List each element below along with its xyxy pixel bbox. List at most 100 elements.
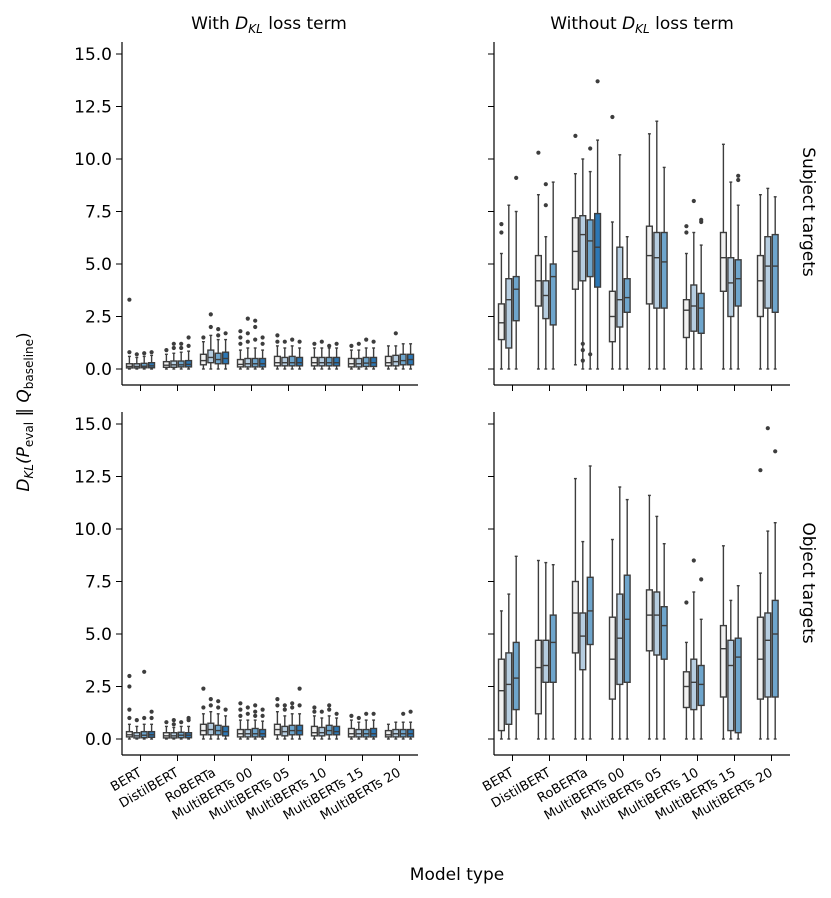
outlier-point [253,703,257,707]
box-7-2 [728,182,734,369]
box-body [499,659,505,730]
outlier-point [349,714,353,718]
box-3-3 [215,699,221,739]
box-3-4 [595,79,601,369]
outlier-point [588,352,592,356]
column-title-with-kl-suffix: loss term [263,14,347,34]
box-body [371,357,377,366]
panel-2 [488,42,790,391]
box-3-3 [587,466,593,739]
outlier-point [357,342,361,346]
outlier-point [335,342,339,346]
outlier-point [357,716,361,720]
box-6-1 [684,600,690,739]
y-tick-label: 10.0 [74,520,112,540]
box-body [201,724,207,735]
outlier-point [327,708,331,712]
box-body [647,590,653,651]
box-4-2 [245,705,251,739]
box-body [691,659,697,709]
box-2-3 [178,342,184,369]
box-body [758,617,764,699]
outlier-point [172,342,176,346]
outlier-point [253,338,257,342]
outlier-point [150,716,154,720]
outlier-point [499,222,503,226]
box-6-3 [698,577,704,739]
outlier-point [209,697,213,701]
y-tick-label: 7.5 [85,573,112,593]
row-title-object: Object targets [798,522,818,643]
box-1-2 [506,205,512,369]
box-5-1 [647,134,653,369]
outlier-point [298,703,302,707]
y-tick-label: 10.0 [74,150,112,170]
outlier-point [201,335,205,339]
box-body [238,360,244,367]
box-1-2 [134,718,140,739]
box-2-4 [186,716,192,739]
outlier-point [699,218,703,222]
outlier-point [216,699,220,703]
outlier-point [127,674,131,678]
outlier-point [172,718,176,722]
y-tick-label: 5.0 [85,255,112,275]
box-body [698,666,704,706]
box-5-2 [282,703,288,739]
box-5-3 [289,701,295,739]
box-body [282,357,288,365]
box-1-3 [513,176,519,369]
outlier-point [312,705,316,709]
outlier-point [394,331,398,335]
outlier-point [253,325,257,329]
outlier-point [187,335,191,339]
box-8-1 [386,346,392,369]
outlier-point [238,342,242,346]
outlier-point [179,346,183,350]
outlier-point [127,708,131,712]
box-6-3 [326,703,332,739]
box-4-1 [238,329,244,369]
outlier-point [588,146,592,150]
outlier-point [312,342,316,346]
box-1-3 [141,351,147,369]
y-tick-label: 2.5 [85,678,112,698]
y-tick-label: 0.0 [85,730,112,750]
box-2-2 [543,563,549,739]
box-body [580,613,586,670]
outlier-point [736,178,740,182]
outlier-point [261,714,265,718]
outlier-point [514,176,518,180]
box-2-3 [178,720,184,739]
panel-3: 0.02.55.07.510.012.515.0BERTDistilBERTRo… [74,412,418,824]
box-2-2 [171,718,177,739]
outlier-point [684,230,688,234]
box-5-4 [297,340,303,369]
box-4-3 [624,500,630,739]
box-7-2 [356,342,362,369]
box-4-3 [624,237,630,369]
outlier-point [320,710,324,714]
box-body [721,626,727,697]
box-2-3 [550,565,556,739]
outlier-point [261,342,265,346]
box-5-1 [275,697,281,739]
outlier-point [179,342,183,346]
outlier-point [150,710,154,714]
box-8-2 [765,188,771,369]
box-8-1 [758,468,764,739]
box-4-2 [245,317,251,370]
outlier-point [253,710,257,714]
box-body [334,357,340,365]
box-7-1 [721,546,727,739]
box-3-2 [580,542,586,739]
outlier-point [172,722,176,726]
box-3-2 [208,312,214,369]
box-body [326,357,332,365]
outlier-point [238,335,242,339]
column-title-with-kl: With DKL loss term [191,14,347,36]
box-3-4 [223,708,229,740]
outlier-point [766,426,770,430]
outlier-point [127,350,131,354]
box-body [356,359,362,367]
